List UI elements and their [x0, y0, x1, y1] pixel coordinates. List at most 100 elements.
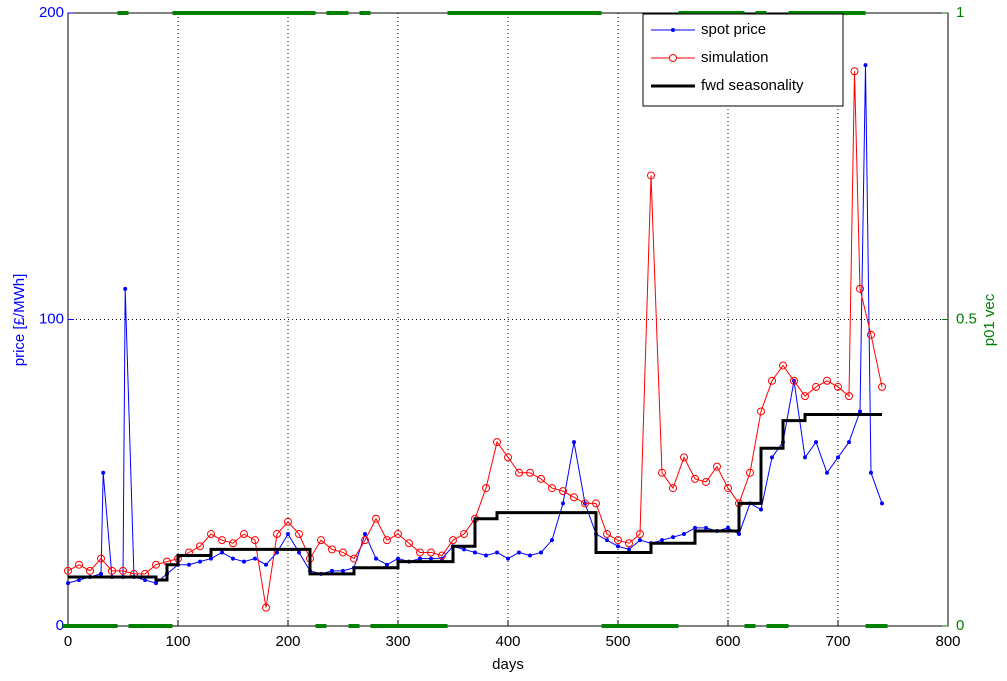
point — [702, 477, 710, 486]
point — [726, 525, 730, 530]
point — [880, 501, 884, 506]
legend-marker — [671, 28, 675, 32]
y-tick-label: 0 — [56, 617, 64, 634]
point — [438, 551, 446, 560]
x-tick-label: 400 — [495, 633, 520, 650]
point — [328, 545, 336, 554]
point — [867, 330, 875, 339]
y-tick-label: 100 — [39, 310, 64, 327]
point — [99, 571, 103, 576]
point — [350, 554, 358, 563]
point — [759, 507, 763, 512]
point — [603, 530, 611, 539]
point — [863, 63, 868, 68]
point — [770, 455, 774, 460]
point — [539, 550, 543, 555]
point — [614, 536, 622, 545]
point — [812, 382, 820, 391]
y-axis-label: price [£/MWh] — [11, 274, 28, 367]
point — [572, 440, 576, 445]
point — [209, 556, 213, 561]
point — [286, 532, 290, 537]
point — [724, 484, 732, 493]
point — [713, 462, 721, 471]
point — [858, 409, 862, 414]
point — [768, 376, 776, 385]
point — [253, 556, 257, 561]
point — [143, 578, 147, 583]
point — [317, 536, 325, 545]
point — [803, 455, 807, 460]
point — [550, 538, 554, 543]
point — [363, 532, 367, 537]
point — [273, 530, 281, 539]
point — [64, 566, 72, 575]
point — [374, 556, 378, 561]
point — [660, 538, 664, 543]
point — [66, 581, 70, 586]
point — [231, 556, 235, 561]
point — [119, 566, 127, 575]
y-tick-label: 200 — [39, 4, 64, 21]
point — [77, 578, 81, 583]
point — [537, 474, 545, 483]
point — [671, 535, 675, 540]
point — [187, 562, 191, 567]
point — [207, 530, 215, 539]
point — [198, 559, 202, 564]
point — [218, 536, 226, 545]
point — [581, 499, 589, 508]
x-tick-label: 100 — [165, 633, 190, 650]
point — [383, 536, 391, 545]
point — [682, 532, 686, 537]
point — [154, 581, 158, 586]
point — [339, 548, 347, 557]
point — [680, 453, 688, 462]
series-line — [67, 71, 883, 608]
point — [462, 547, 466, 552]
point — [394, 530, 402, 539]
point — [123, 286, 128, 291]
point — [616, 544, 620, 549]
point — [97, 554, 105, 563]
point — [101, 470, 106, 475]
x-axis-label: days — [492, 656, 524, 673]
point — [823, 376, 831, 385]
point — [297, 550, 301, 555]
point — [625, 539, 633, 548]
point — [284, 517, 292, 526]
point — [847, 440, 851, 445]
point — [825, 470, 829, 475]
point — [449, 536, 457, 545]
y2-tick-label: 0 — [956, 617, 964, 634]
point — [418, 556, 422, 561]
point — [385, 562, 389, 567]
point — [429, 556, 433, 561]
point — [834, 382, 842, 391]
x-tick-label: 300 — [385, 633, 410, 650]
x-tick-label: 700 — [825, 633, 850, 650]
y2-tick-label: 0.5 — [956, 310, 977, 327]
point — [504, 453, 512, 462]
point — [856, 284, 864, 293]
point — [341, 568, 345, 573]
point — [152, 560, 160, 569]
legend-label: spot price — [701, 21, 766, 38]
point — [801, 392, 809, 401]
point — [396, 556, 400, 561]
point — [669, 484, 677, 493]
point — [262, 603, 270, 612]
point — [416, 548, 424, 557]
point — [275, 550, 279, 555]
point — [570, 493, 578, 502]
point — [658, 468, 666, 477]
point — [647, 171, 655, 180]
point — [850, 67, 859, 76]
point — [526, 468, 534, 477]
point — [605, 538, 609, 543]
point — [240, 530, 248, 539]
point — [845, 392, 853, 401]
point — [473, 550, 477, 555]
point — [229, 539, 237, 548]
